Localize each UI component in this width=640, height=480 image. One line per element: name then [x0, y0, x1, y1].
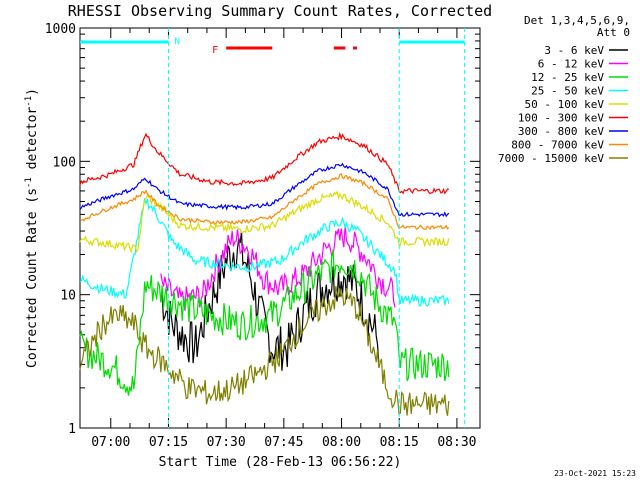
legend-label-1: 3 - 6 keV: [544, 44, 604, 57]
legend-label-3: 12 - 25 keV: [531, 71, 604, 84]
y-axis-label-part-2: detector: [25, 107, 40, 178]
series-line-3: [79, 249, 450, 396]
legend-label-2: 6 - 12 keV: [538, 58, 605, 71]
y-axis-label-part-1: Corrected Count Rate (s: [25, 188, 40, 368]
x-tick-label: 07:15: [149, 435, 188, 450]
x-tick-label: 08:15: [380, 435, 419, 450]
legend-label-9: 7000 - 15000 keV: [498, 152, 604, 165]
series-line-6: [79, 131, 449, 195]
y-tick-label: 1000: [45, 22, 76, 37]
series-line-5: [79, 190, 450, 254]
annotations: NF: [80, 28, 466, 428]
x-tick-label: 07:30: [207, 435, 246, 450]
y-tick-label: 100: [53, 155, 76, 170]
legend-header-2: Att 0: [597, 26, 630, 39]
series-line-4: [79, 198, 450, 307]
legend-label-7: 300 - 800 keV: [518, 125, 604, 138]
legend-label-6: 100 - 300 keV: [518, 112, 604, 125]
y-axis-label: Corrected Count Rate (s-1 detector-1): [24, 88, 40, 368]
series-line-9: [79, 285, 450, 416]
y-tick-label: 10: [60, 289, 76, 304]
saa-label: N: [174, 37, 179, 47]
y-axis-label-part-3: ): [25, 88, 40, 96]
chart-title: RHESSI Observing Summary Count Rates, Co…: [68, 2, 492, 20]
y-axis-label-exp-1: -1: [24, 177, 34, 188]
series-group: [79, 131, 450, 416]
legend-header-1: Det 1,3,4,5,6,9,: [524, 14, 630, 27]
x-tick-label: 07:45: [264, 435, 303, 450]
legend-label-8: 800 - 7000 keV: [511, 139, 604, 152]
x-ticks: 07:00 07:15 07:30 07:45 08:00 08:15 08:30: [91, 28, 476, 450]
flare-label: F: [212, 45, 218, 56]
series-line-7: [79, 162, 450, 218]
legend-label-5: 50 - 100 keV: [525, 98, 605, 111]
y-ticks: 1 10 100 1000: [45, 22, 480, 437]
legend-label-4: 25 - 50 keV: [531, 85, 604, 98]
x-tick-label: 07:00: [91, 435, 130, 450]
footer-timestamp: 23-Oct-2021 15:23: [554, 469, 636, 478]
series-line-8: [79, 173, 450, 230]
x-tick-label: 08:00: [322, 435, 361, 450]
plot-frame: [79, 27, 481, 429]
x-axis-label: Start Time (28-Feb-13 06:56:22): [159, 455, 402, 470]
series-line-2: [160, 224, 396, 311]
y-tick-label: 1: [68, 422, 76, 437]
y-axis-label-exp-2: -1: [24, 96, 34, 107]
x-tick-label: 08:30: [437, 435, 476, 450]
